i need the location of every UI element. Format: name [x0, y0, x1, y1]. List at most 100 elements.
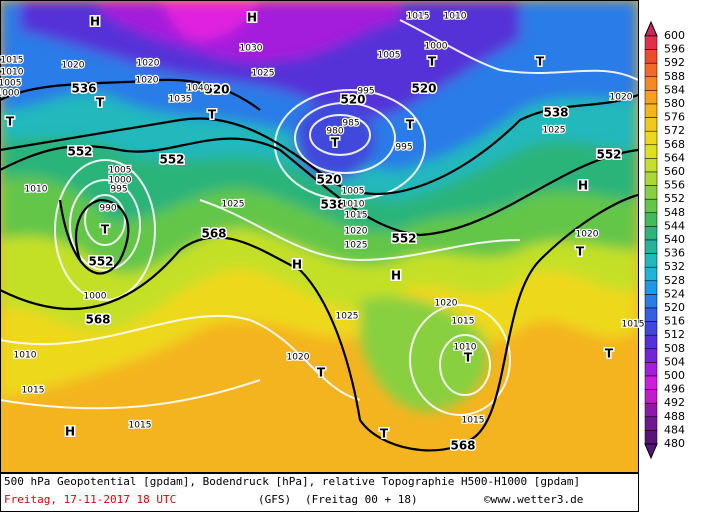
colorbar-label: 560 — [664, 165, 685, 178]
colorbar-label: 556 — [664, 179, 685, 192]
colorbar-label: 480 — [664, 437, 685, 450]
map-label-bold: T — [331, 136, 340, 150]
map-label-bold: 552 — [596, 148, 621, 162]
isobar-label: 1005 — [378, 51, 401, 61]
colorbar-swatch — [644, 430, 658, 445]
colorbar-swatch — [644, 171, 658, 186]
isobar-label: 1015 — [129, 421, 152, 431]
isobar-label: 1015 — [345, 211, 368, 221]
footer-title: 500 hPa Geopotential [gpdam], Bodendruck… — [4, 475, 580, 488]
map-label-bold: H — [578, 179, 588, 193]
map-label-bold: 538 — [543, 106, 568, 120]
colorbar-label: 512 — [664, 328, 685, 341]
map-labels: H HTTTTTTTTHTHHTTTHT536552552520520520538… — [0, 9, 646, 454]
colorbar-arrow-bottom — [644, 443, 658, 460]
colorbar-label: 576 — [664, 111, 685, 124]
colorbar-label: 580 — [664, 97, 685, 110]
isobar-label: 1025 — [543, 126, 566, 136]
colorbar-label: 600 — [664, 29, 685, 42]
isobars — [0, 19, 638, 416]
isobar-label: 1010 — [342, 200, 365, 210]
colorbar-swatch — [644, 321, 658, 336]
map-label-bold: 536 — [71, 82, 96, 96]
colorbar-label: 492 — [664, 396, 685, 409]
map-label-bold: 538 — [320, 198, 345, 212]
colorbar-swatch — [644, 334, 658, 350]
isobar-label: 990 — [99, 204, 116, 214]
colorbar-swatch — [644, 375, 658, 390]
colorbar-swatch — [644, 212, 658, 227]
colorbar-label: 504 — [664, 355, 685, 368]
map-label-bold: 520 — [340, 93, 365, 107]
footer-credit: ©www.wetter3.de — [484, 493, 583, 506]
isobar-label: 1000 — [425, 42, 448, 52]
isobar-label: 1015 — [452, 317, 475, 327]
colorbar-label: 584 — [664, 83, 685, 96]
map-label-bold: T — [208, 108, 217, 122]
isobar-label: 1005 — [0, 79, 21, 89]
footer-date: Freitag, 17-11-2017 18 UTC — [4, 493, 176, 506]
map-label-bold: T — [317, 366, 326, 380]
isobar-label: 995 — [395, 143, 412, 153]
colorbar-swatch — [644, 144, 658, 159]
isobar-label: 1020 — [62, 61, 85, 71]
isobar-label: 1015 — [1, 56, 24, 66]
colorbar-swatch — [644, 416, 658, 431]
colorbar-label: 528 — [664, 274, 685, 287]
colorbar-label: 572 — [664, 124, 685, 137]
colorbar-swatch — [644, 348, 658, 363]
colorbar-swatch — [644, 239, 658, 254]
isobar-label: 1010 — [444, 12, 467, 22]
isobar-label: 1020 — [345, 227, 368, 237]
colorbar-label: 548 — [664, 206, 685, 219]
isobar-label: 1010 — [14, 351, 37, 361]
map-label-bold: T — [6, 115, 15, 129]
isobar-label: 1000 — [0, 89, 20, 99]
isobar-label: 1020 — [287, 353, 310, 363]
colorbar-label: 524 — [664, 287, 685, 300]
map-label-bold: 520 — [204, 83, 229, 97]
map-field — [0, 0, 638, 472]
colorbar-label: 592 — [664, 56, 685, 69]
colorbar-label: 536 — [664, 247, 685, 260]
map-label-bold: T — [96, 96, 105, 110]
colorbar-label: 540 — [664, 233, 685, 246]
isobar-label: 1005 — [109, 166, 132, 176]
colorbar-arrow-top — [644, 20, 658, 37]
map-label-bold: H — [292, 258, 302, 272]
colorbar-label: 520 — [664, 301, 685, 314]
map-label-bold: T — [101, 223, 110, 237]
colorbar-swatch — [644, 253, 658, 268]
map-label-bold: 520 — [411, 82, 436, 96]
isobar-label: 1010 — [454, 343, 477, 353]
colorbar-label: 544 — [664, 219, 685, 232]
isobar-label: 1015 — [462, 416, 485, 426]
isobar-label: 985 — [342, 119, 359, 129]
map-label-bold: H — [391, 269, 401, 283]
isobar-label: 980 — [326, 127, 343, 137]
colorbar-swatch — [644, 226, 658, 241]
isobar-label: 1020 — [435, 299, 458, 309]
isobar-label: 1035 — [169, 95, 192, 105]
isobar-label: 1030 — [240, 44, 263, 54]
colorbar-label: 588 — [664, 70, 685, 83]
colorbar-swatch — [644, 389, 658, 404]
colorbar-swatch — [644, 280, 658, 295]
isobar-label: 1025 — [345, 241, 368, 251]
colorbar-label: 500 — [664, 369, 685, 382]
map-label-bold: 568 — [85, 313, 110, 327]
isobar-label: 1020 — [576, 230, 599, 240]
colorbar-swatch — [644, 294, 658, 309]
colorbar-label: 488 — [664, 410, 685, 423]
map-label-bold: 552 — [159, 153, 184, 167]
isobar-label: 1015 — [622, 320, 645, 330]
isobar-label: 1020 — [136, 76, 159, 86]
map-label-bold: T — [576, 245, 585, 259]
colorbar-label: 516 — [664, 315, 685, 328]
isobar-label: 1015 — [22, 386, 45, 396]
map-label-bold: T — [406, 118, 415, 132]
colorbar-swatch — [644, 158, 658, 173]
map-label-bold: 552 — [88, 255, 113, 269]
isobar-label: 995 — [357, 87, 374, 97]
